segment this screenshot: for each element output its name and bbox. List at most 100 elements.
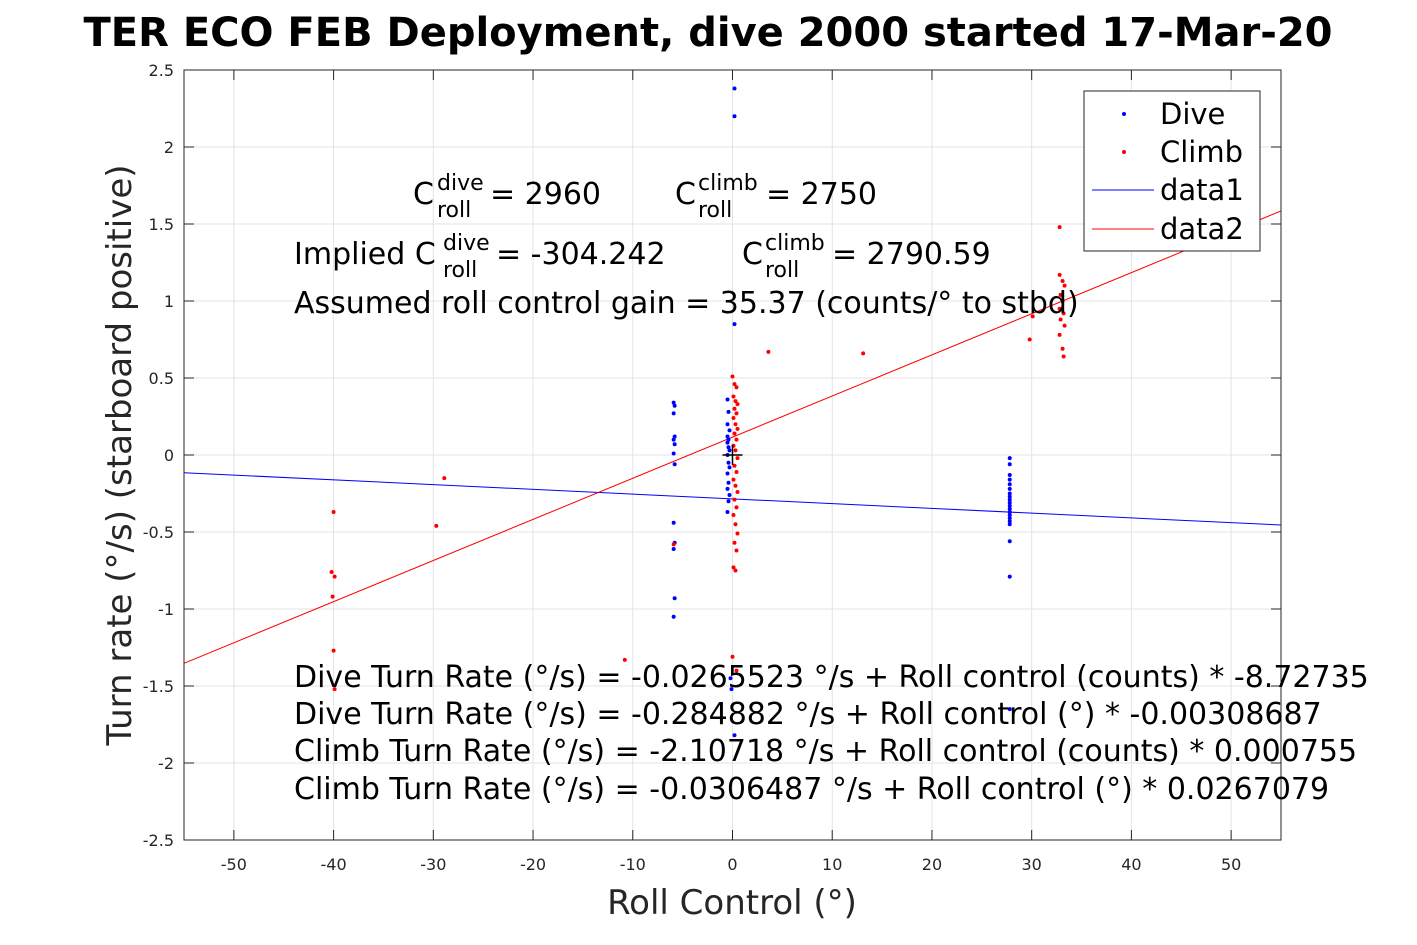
svg-text:climb: climb — [765, 231, 825, 256]
equation-dive-degrees: Dive Turn Rate (°/s) = -0.284882 °/s + R… — [294, 697, 1322, 732]
dive-point — [1007, 486, 1012, 491]
climb-point — [332, 687, 337, 692]
climb-point — [731, 416, 736, 421]
data2-fit-line — [183, 210, 1282, 664]
dive-point — [727, 465, 732, 470]
legend-climb-label: Climb — [1160, 135, 1243, 169]
climb-point — [731, 477, 736, 482]
x-axis-label: Roll Control (°) — [607, 883, 857, 923]
climb-point — [734, 385, 739, 390]
origin-marker — [722, 445, 743, 465]
dive-point — [727, 448, 732, 453]
dive-point — [732, 733, 737, 738]
climb-point — [733, 568, 738, 573]
dive-point — [729, 687, 734, 692]
climb-point — [442, 476, 447, 481]
climb-point — [330, 594, 335, 599]
climb-point — [1062, 283, 1067, 288]
y-tick-label: 1 — [164, 292, 174, 311]
x-tick-label: 20 — [922, 855, 942, 874]
dive-point — [725, 440, 730, 445]
climb-point — [329, 570, 334, 575]
dive-point — [671, 520, 676, 525]
dive-point — [727, 428, 732, 433]
chart-title: TER ECO FEB Deployment, dive 2000 starte… — [83, 10, 1332, 56]
dive-point — [725, 397, 730, 402]
climb-point — [735, 426, 740, 431]
legend-dive-label: Dive — [1160, 97, 1225, 131]
dive-point — [726, 460, 731, 465]
climb-point — [732, 540, 737, 545]
y-tick-label: 0 — [164, 446, 174, 465]
dive-point — [672, 596, 677, 601]
svg-text:roll: roll — [698, 198, 732, 223]
dive-point — [1007, 522, 1012, 527]
dive-point — [671, 437, 676, 442]
dive-point — [1007, 574, 1012, 579]
svg-text:= 2960: = 2960 — [490, 177, 601, 212]
dive-point — [1007, 519, 1012, 524]
dive-point — [726, 409, 731, 414]
x-tick-label: 30 — [1022, 855, 1042, 874]
dive-point — [1007, 477, 1012, 482]
climb-point — [1060, 346, 1065, 351]
climb-point — [735, 456, 740, 461]
climb-point — [731, 394, 736, 399]
climb-point — [1062, 323, 1067, 328]
dive-point — [671, 546, 676, 551]
dive-point — [725, 471, 730, 476]
climb-point — [735, 489, 740, 494]
dive-point — [671, 400, 676, 405]
svg-text:C: C — [675, 177, 696, 212]
climb-point — [732, 406, 737, 411]
climb-point — [1058, 292, 1063, 297]
dive-point — [1007, 509, 1012, 514]
climb-point — [735, 531, 740, 536]
y-tick-label: -0.5 — [143, 523, 174, 542]
dive-point — [726, 445, 731, 450]
y-tick-label: -1 — [158, 600, 174, 619]
climb-point — [434, 523, 439, 528]
y-tick-label: -2 — [158, 754, 174, 773]
climb-point — [730, 654, 735, 659]
dive-point — [732, 114, 737, 119]
climb-point — [1057, 332, 1062, 337]
dive-point — [726, 480, 731, 485]
dive-point — [1007, 497, 1012, 502]
climb-point — [1061, 354, 1066, 359]
y-axis-label: Turn rate (°/s) (starboard positive) — [100, 164, 140, 746]
svg-text:C: C — [742, 237, 763, 272]
climb-point — [331, 648, 336, 653]
climb-point — [734, 505, 739, 510]
y-tick-label: 0.5 — [149, 369, 174, 388]
dive-point — [1007, 539, 1012, 544]
x-tick-label: -50 — [221, 855, 247, 874]
dive-point — [725, 434, 730, 439]
climb-point — [1058, 317, 1063, 322]
dive-point — [672, 462, 677, 467]
equation-dive-counts: Dive Turn Rate (°/s) = -0.0265523 °/s + … — [294, 660, 1369, 695]
climb-point — [733, 422, 738, 427]
y-tick-label: -2.5 — [143, 831, 174, 850]
dive-point — [1007, 482, 1012, 487]
svg-text:climb: climb — [698, 171, 758, 196]
c-climb-annotation: C climb roll = 2750 — [675, 171, 877, 223]
dive-point — [1007, 500, 1012, 505]
climb-point — [332, 574, 337, 579]
climb-point — [734, 437, 739, 442]
climb-point — [861, 351, 866, 356]
implied-dive-annotation: Implied C dive roll = -304.242 — [294, 231, 666, 283]
x-tick-label: -20 — [520, 855, 546, 874]
svg-text:C: C — [413, 177, 434, 212]
y-tick-label: -1.5 — [143, 677, 174, 696]
dive-point — [672, 434, 677, 439]
dive-point — [1007, 506, 1012, 511]
legend: Dive Climb data1 data2 — [1083, 90, 1261, 252]
y-tick-label: 2.5 — [149, 61, 174, 80]
dive-point — [1007, 707, 1012, 712]
implied-climb-annotation: C climb roll = 2790.59 — [742, 231, 991, 283]
legend-dive-marker — [1122, 112, 1126, 116]
svg-text:Implied C: Implied C — [294, 237, 436, 272]
climb-point — [732, 463, 737, 468]
climb-point — [1057, 306, 1062, 311]
